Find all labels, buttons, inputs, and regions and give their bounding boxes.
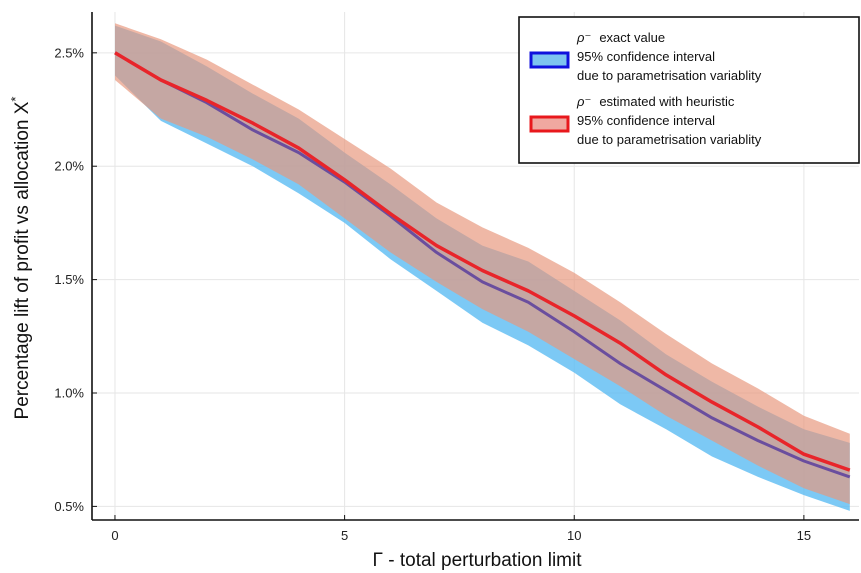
legend-entry-exact-line3: due to parametrisation variablity bbox=[577, 68, 762, 83]
y-axis-label-text: Percentage lift of profit vs allocation … bbox=[12, 101, 33, 419]
series-line-1 bbox=[114, 51, 851, 472]
axes bbox=[91, 12, 859, 521]
legend-swatch-heuristic bbox=[531, 117, 568, 131]
legend-entry-exact-line1: ρ⁻ exact value bbox=[576, 30, 665, 45]
legend-entry-heuristic-line2: 95% confidence interval bbox=[577, 113, 715, 128]
legend-entry-heuristic-line1: ρ⁻ estimated with heuristic bbox=[576, 94, 735, 109]
legend-swatch-exact-border bbox=[529, 51, 570, 69]
y-axis-label-superscript: * bbox=[8, 97, 23, 102]
x-tick-label-0: 0 bbox=[111, 528, 118, 543]
x-tick-label-2: 10 bbox=[567, 528, 581, 543]
series-line-0 bbox=[114, 51, 851, 479]
legend: ρ⁻ exact value 95% confidence interval du… bbox=[518, 16, 860, 164]
x-tick-label-1: 5 bbox=[341, 528, 348, 543]
y-tick-label-1: 1.0% bbox=[54, 386, 84, 401]
tick-labels: 0 5 10 15 0.5% 1.0% 1.5% 2.0% 2.5% bbox=[54, 45, 811, 543]
y-tick-label-3: 2.0% bbox=[54, 159, 84, 174]
x-tick-label-3: 15 bbox=[797, 528, 811, 543]
legend-frame bbox=[518, 16, 860, 164]
y-axis-label: Percentage lift of profit vs allocation … bbox=[8, 97, 33, 420]
legend-entry-exact-line2: 95% confidence interval bbox=[577, 49, 715, 64]
legend-swatch-heuristic-border bbox=[529, 115, 570, 133]
legend-entry-heuristic-line3: due to parametrisation variablity bbox=[577, 132, 762, 147]
x-axis-label: Γ - total perturbation limit bbox=[373, 550, 583, 571]
y-tick-label-4: 2.5% bbox=[54, 45, 84, 60]
series-lines bbox=[114, 51, 851, 479]
y-tick-label-2: 1.5% bbox=[54, 272, 84, 287]
legend-swatch-exact bbox=[531, 53, 568, 67]
confidence-band-1 bbox=[115, 23, 850, 505]
y-tick-label-0: 0.5% bbox=[54, 499, 84, 514]
